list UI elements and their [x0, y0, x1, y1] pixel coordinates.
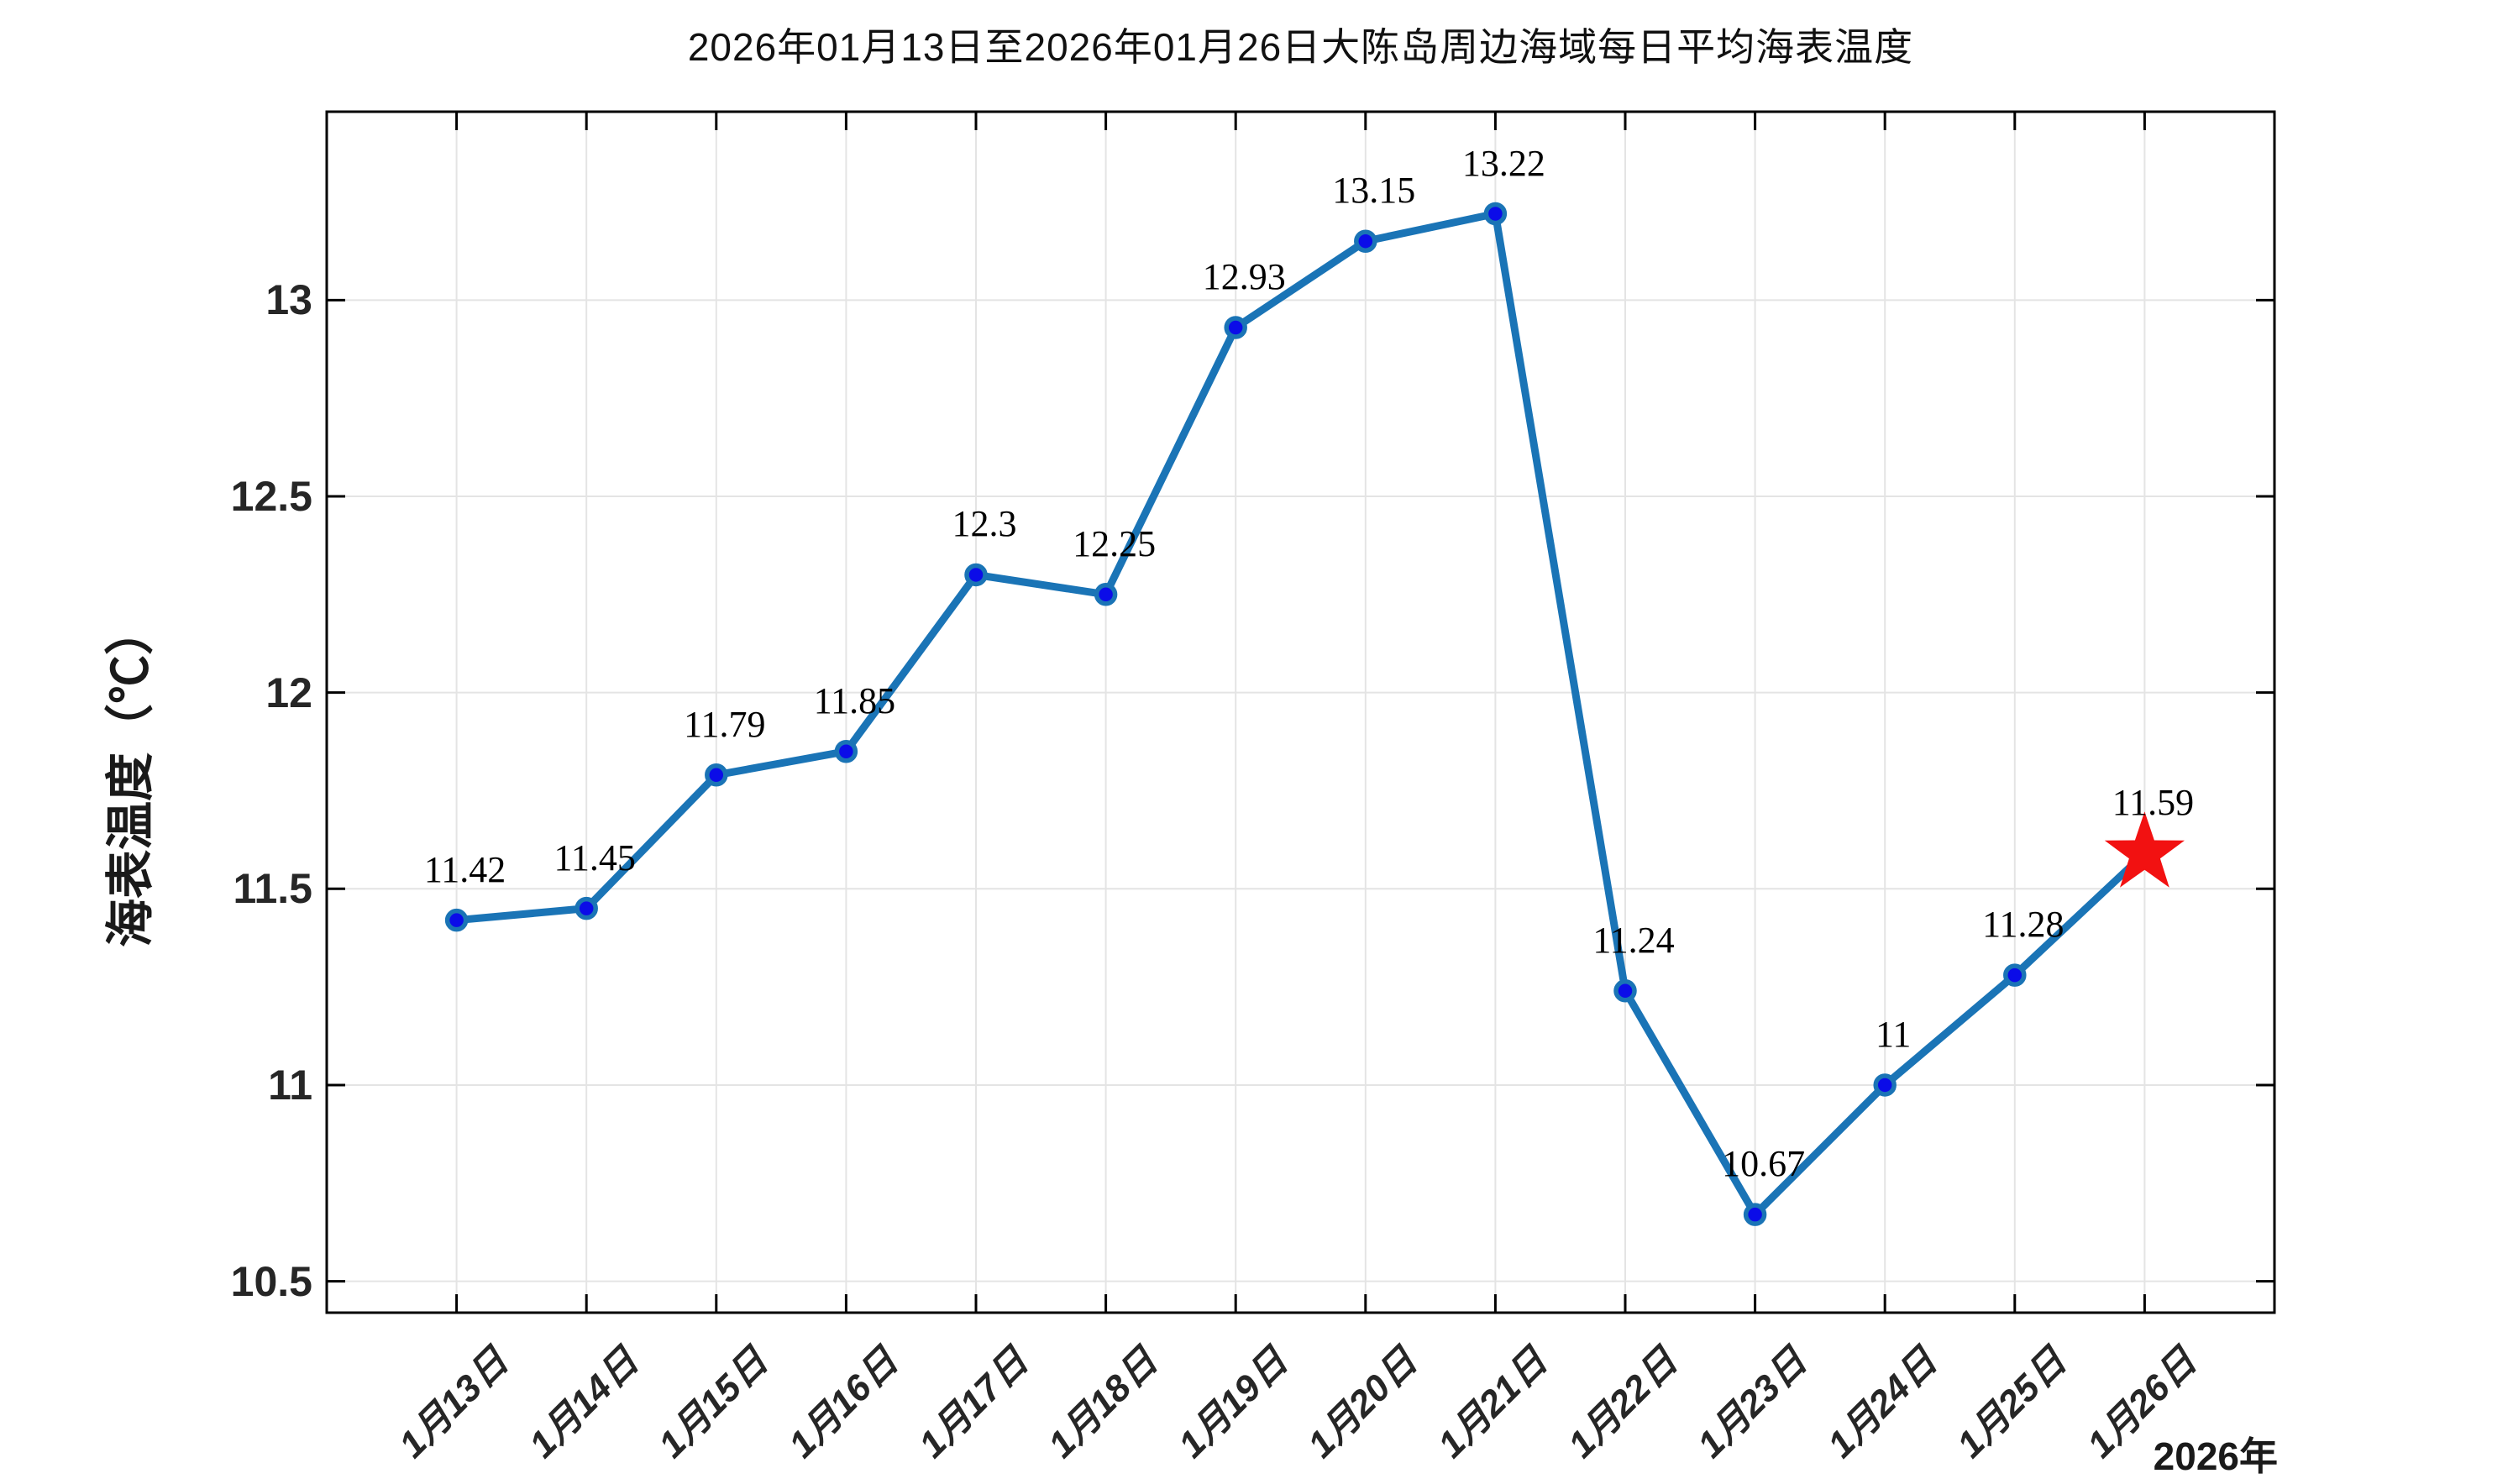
data-point-label: 11.59: [2112, 782, 2195, 824]
data-point-label: 11.42: [423, 848, 506, 890]
data-point-label: 12.25: [1073, 522, 1157, 564]
data-point-marker: [1483, 202, 1508, 226]
data-point-label: 12.93: [1202, 256, 1286, 298]
data-point-label: 11.85: [813, 679, 896, 721]
data-point-marker: [444, 908, 469, 932]
y-tick-label: 11: [268, 1061, 312, 1109]
data-point-marker: [574, 896, 598, 920]
data-point-label: 12.3: [952, 503, 1017, 545]
axis-box: [325, 110, 2276, 1314]
data-point-label: 10.67: [1722, 1143, 1806, 1185]
data-point-marker: [834, 739, 858, 763]
x-axis-year-label: 2026年: [2153, 1434, 2278, 1478]
data-point-label: 11.28: [1982, 904, 2064, 946]
data-point-marker: [1743, 1203, 1767, 1226]
data-point-marker: [2003, 963, 2027, 987]
red-star-marker: [2104, 811, 2185, 888]
y-tick-label: 10.5: [230, 1257, 312, 1305]
y-tick-label: 12: [265, 669, 312, 716]
data-point-marker: [705, 763, 728, 787]
data-point-marker: [1613, 979, 1637, 1003]
y-tick-label: 13: [265, 276, 312, 324]
data-line: [453, 210, 2148, 1219]
data-point-marker: [1094, 583, 1118, 606]
y-tick-label: 11.5: [233, 865, 312, 913]
data-point-label: 11.79: [684, 703, 766, 745]
data-point-label: 11: [1876, 1013, 1912, 1055]
y-tick-label: 12.5: [230, 472, 312, 520]
data-point-label: 13.15: [1332, 170, 1416, 212]
data-point-marker: [964, 563, 988, 587]
data-point-marker: [1354, 229, 1377, 253]
data-point-label: 13.22: [1461, 142, 1545, 184]
data-point-label: 11.24: [1592, 919, 1675, 961]
data-point-label: 11.45: [553, 836, 636, 878]
data-point-marker: [1224, 316, 1247, 339]
chart-title: 2026年01月13日至2026年01月26日大陈岛周边海域每日平均海表温度: [687, 25, 1914, 69]
data-point-marker: [1873, 1073, 1897, 1097]
